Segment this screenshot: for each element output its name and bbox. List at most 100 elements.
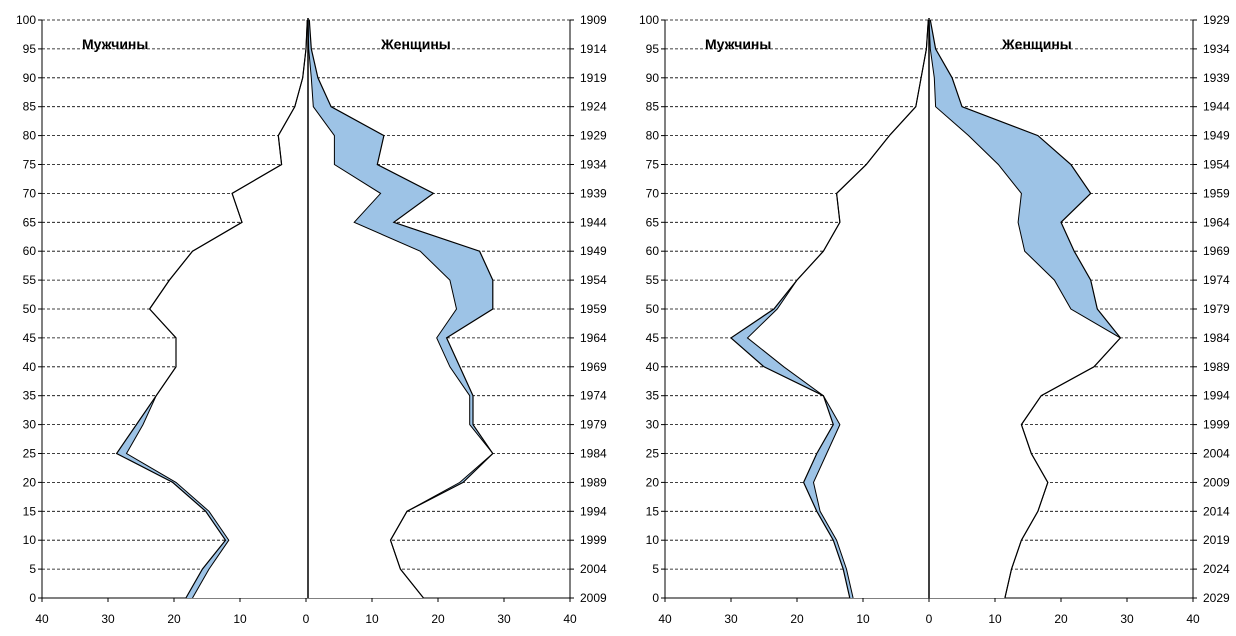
x-tick-label: 10 <box>856 612 870 626</box>
y-tick-label: 15 <box>23 504 37 518</box>
y-tick-label: 25 <box>23 447 37 461</box>
birth-year-label: 1999 <box>1203 418 1230 432</box>
men-label: Мужчины <box>82 36 148 52</box>
birth-year-label: 2004 <box>580 562 607 576</box>
x-tick-label: 20 <box>790 612 804 626</box>
y-tick-label: 50 <box>23 302 37 316</box>
birth-year-label: 2019 <box>1203 533 1230 547</box>
y-tick-label: 45 <box>646 331 660 345</box>
y-tick-label: 90 <box>646 71 660 85</box>
women-base-outline <box>307 19 494 599</box>
y-tick-label: 0 <box>652 591 659 605</box>
x-tick-label: 40 <box>1186 612 1200 626</box>
birth-year-label: 1984 <box>580 447 607 461</box>
birth-year-label: 2004 <box>1203 447 1230 461</box>
birth-year-label: 2029 <box>1203 591 1230 605</box>
birth-year-label: 1994 <box>1203 389 1230 403</box>
y-tick-label: 100 <box>16 13 36 27</box>
y-tick-label: 20 <box>23 475 37 489</box>
birth-year-label: 1999 <box>580 533 607 547</box>
women-excess-band <box>308 20 493 598</box>
birth-year-label: 2014 <box>1203 504 1230 518</box>
x-tick-label: 20 <box>431 612 445 626</box>
men-label: Мужчины <box>705 36 771 52</box>
y-tick-label: 40 <box>23 360 37 374</box>
y-tick-label: 95 <box>23 42 37 56</box>
birth-year-label: 2009 <box>1203 475 1230 489</box>
women-label: Женщины <box>380 36 451 52</box>
birth-year-label: 1954 <box>580 273 607 287</box>
birth-year-label: 1944 <box>580 215 607 229</box>
y-tick-label: 5 <box>29 562 36 576</box>
birth-year-label: 1939 <box>580 186 607 200</box>
y-tick-label: 65 <box>646 215 660 229</box>
y-tick-label: 70 <box>646 186 660 200</box>
y-tick-label: 35 <box>23 389 37 403</box>
birth-year-label: 2009 <box>580 591 607 605</box>
x-tick-label: 30 <box>101 612 115 626</box>
birth-year-label: 1994 <box>580 504 607 518</box>
women-excess-band <box>929 20 1121 598</box>
birth-year-label: 1979 <box>1203 302 1230 316</box>
y-tick-label: 85 <box>23 100 37 114</box>
birth-year-label: 1939 <box>1203 71 1230 85</box>
birth-year-label: 1924 <box>580 100 607 114</box>
x-tick-label: 20 <box>1054 612 1068 626</box>
birth-year-label: 1974 <box>1203 273 1230 287</box>
y-tick-label: 10 <box>646 533 660 547</box>
birth-year-label: 1944 <box>1203 100 1230 114</box>
y-tick-label: 60 <box>646 244 660 258</box>
y-tick-label: 40 <box>646 360 660 374</box>
y-tick-label: 80 <box>23 129 37 143</box>
men-base-area <box>747 20 929 598</box>
birth-year-label: 1979 <box>580 418 607 432</box>
y-tick-label: 5 <box>652 562 659 576</box>
y-tick-label: 85 <box>646 100 660 114</box>
x-tick-label: 20 <box>167 612 181 626</box>
birth-year-label: 1929 <box>1203 13 1230 27</box>
y-tick-label: 95 <box>646 42 660 56</box>
men-base-area <box>126 20 308 598</box>
birth-year-label: 1964 <box>580 331 607 345</box>
women-base-area <box>929 20 1121 598</box>
y-tick-label: 25 <box>646 447 660 461</box>
y-tick-label: 45 <box>23 331 37 345</box>
y-tick-label: 20 <box>646 475 660 489</box>
birth-year-label: 2024 <box>1203 562 1230 576</box>
x-tick-label: 40 <box>35 612 49 626</box>
y-tick-label: 30 <box>646 418 660 432</box>
birth-year-label: 1969 <box>1203 244 1230 258</box>
x-tick-label: 10 <box>233 612 247 626</box>
men-base-outline <box>125 19 308 599</box>
x-tick-label: 40 <box>563 612 577 626</box>
y-tick-label: 70 <box>23 186 37 200</box>
y-tick-label: 80 <box>646 129 660 143</box>
birth-year-label: 1909 <box>580 13 607 27</box>
birth-year-label: 1949 <box>580 244 607 258</box>
x-tick-label: 0 <box>926 612 933 626</box>
y-tick-label: 55 <box>23 273 37 287</box>
y-tick-label: 90 <box>23 71 37 85</box>
women-base-outline <box>928 19 1122 599</box>
y-tick-label: 100 <box>639 13 659 27</box>
y-tick-label: 65 <box>23 215 37 229</box>
birth-year-label: 1934 <box>1203 42 1230 56</box>
women-total-outline <box>308 19 494 599</box>
birth-year-label: 1914 <box>580 42 607 56</box>
y-tick-label: 0 <box>29 591 36 605</box>
y-tick-label: 75 <box>646 158 660 172</box>
y-tick-label: 55 <box>646 273 660 287</box>
y-tick-label: 50 <box>646 302 660 316</box>
birth-year-label: 1969 <box>580 360 607 374</box>
x-tick-label: 10 <box>988 612 1002 626</box>
women-label: Женщины <box>1001 36 1072 52</box>
birth-year-label: 1964 <box>1203 215 1230 229</box>
birth-year-label: 1989 <box>1203 360 1230 374</box>
x-tick-label: 40 <box>658 612 672 626</box>
y-tick-label: 60 <box>23 244 37 258</box>
x-tick-label: 30 <box>724 612 738 626</box>
x-tick-label: 0 <box>303 612 310 626</box>
birth-year-label: 1974 <box>580 389 607 403</box>
x-tick-label: 10 <box>365 612 379 626</box>
